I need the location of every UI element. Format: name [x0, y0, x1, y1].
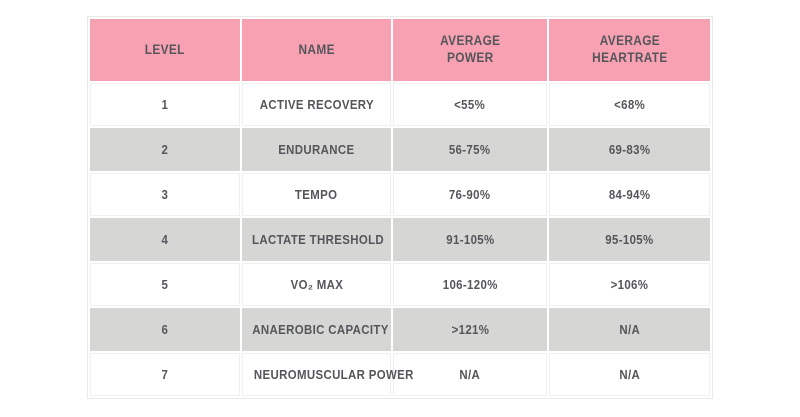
cell-average-power: 56-75%	[393, 128, 547, 171]
col-header-level: LEVEL	[90, 19, 240, 81]
col-header-average-power: AVERAGE POWER	[393, 19, 547, 81]
level-value: 6	[161, 322, 169, 337]
average-heartrate-value: 84-94%	[608, 187, 651, 202]
cell-average-power: N/A	[393, 353, 547, 396]
table-row: 4 LACTATE THRESHOLD 91-105% 95-105%	[90, 218, 710, 261]
average-power-value: 76-90%	[449, 187, 491, 202]
cell-name: TEMPO	[242, 173, 391, 216]
name-value: VO₂ MAX	[290, 277, 343, 292]
name-value: LACTATE THRESHOLD	[252, 232, 385, 247]
cell-name: ACTIVE RECOVERY	[242, 83, 391, 126]
table-row: 6 ANAEROBIC CAPACITY >121% N/A	[90, 308, 710, 351]
cell-name: ANAEROBIC CAPACITY	[242, 308, 391, 351]
average-power-value: N/A	[459, 367, 481, 382]
cell-name: LACTATE THRESHOLD	[242, 218, 391, 261]
average-heartrate-value: 95-105%	[605, 232, 654, 247]
cell-name: ENDURANCE	[242, 128, 391, 171]
average-power-value: 91-105%	[445, 232, 495, 247]
level-value: 4	[161, 232, 169, 247]
cell-average-power: 106-120%	[393, 263, 547, 306]
page-background: LEVEL NAME AVERAGE POWER AVERAGE HEARTRA…	[0, 16, 800, 417]
table-row: 7 NEUROMUSCULAR POWER N/A N/A	[90, 353, 710, 396]
col-header-name-label: NAME	[298, 41, 335, 57]
cell-level: 2	[90, 128, 240, 171]
name-value: ENDURANCE	[278, 142, 355, 157]
cell-name: VO₂ MAX	[242, 263, 391, 306]
cell-level: 5	[90, 263, 240, 306]
table-row: 5 VO₂ MAX 106-120% >106%	[90, 263, 710, 306]
cell-average-power: 91-105%	[393, 218, 547, 261]
col-header-average-heartrate-label: AVERAGE HEARTRATE	[591, 33, 668, 65]
average-power-value: 56-75%	[449, 142, 491, 157]
level-value: 7	[161, 367, 169, 382]
table-row: 1 ACTIVE RECOVERY <55% <68%	[90, 83, 710, 126]
cell-average-heartrate: 69-83%	[549, 128, 710, 171]
cell-average-heartrate: 95-105%	[549, 218, 710, 261]
average-power-value: 106-120%	[442, 277, 498, 292]
average-power-value: >121%	[451, 322, 489, 337]
cell-name: NEUROMUSCULAR POWER	[242, 353, 413, 396]
name-value: TEMPO	[295, 187, 338, 202]
name-value: ANAEROBIC CAPACITY	[252, 322, 389, 337]
cell-level: 1	[90, 83, 240, 126]
col-header-average-power-label: AVERAGE POWER	[439, 33, 501, 65]
average-power-value: <55%	[454, 97, 486, 112]
average-heartrate-value: 69-83%	[608, 142, 651, 157]
cell-level: 4	[90, 218, 240, 261]
col-header-average-heartrate: AVERAGE HEARTRATE	[549, 19, 710, 81]
cell-average-heartrate: 84-94%	[549, 173, 710, 216]
cell-average-heartrate: N/A	[549, 353, 710, 396]
cell-average-power: <55%	[393, 83, 547, 126]
name-value: NEUROMUSCULAR POWER	[253, 367, 414, 382]
name-value: ACTIVE RECOVERY	[259, 97, 374, 112]
table-row: 2 ENDURANCE 56-75% 69-83%	[90, 128, 710, 171]
table-row: 3 TEMPO 76-90% 84-94%	[90, 173, 710, 216]
cell-average-heartrate: >106%	[549, 263, 710, 306]
col-header-level-label: LEVEL	[144, 41, 186, 57]
level-value: 3	[161, 187, 169, 202]
cell-average-power: 76-90%	[393, 173, 547, 216]
average-heartrate-value: N/A	[619, 322, 640, 337]
cell-average-heartrate: <68%	[549, 83, 710, 126]
col-header-name: NAME	[242, 19, 391, 81]
training-zones-table: LEVEL NAME AVERAGE POWER AVERAGE HEARTRA…	[87, 16, 713, 399]
header-row: LEVEL NAME AVERAGE POWER AVERAGE HEARTRA…	[90, 19, 710, 81]
cell-average-power: >121%	[393, 308, 547, 351]
cell-level: 7	[90, 353, 240, 396]
level-value: 1	[161, 97, 169, 112]
average-heartrate-value: <68%	[614, 97, 645, 112]
average-heartrate-value: >106%	[610, 277, 649, 292]
cell-level: 3	[90, 173, 240, 216]
average-heartrate-value: N/A	[619, 367, 640, 382]
level-value: 5	[161, 277, 169, 292]
level-value: 2	[161, 142, 169, 157]
cell-average-heartrate: N/A	[549, 308, 710, 351]
cell-level: 6	[90, 308, 240, 351]
